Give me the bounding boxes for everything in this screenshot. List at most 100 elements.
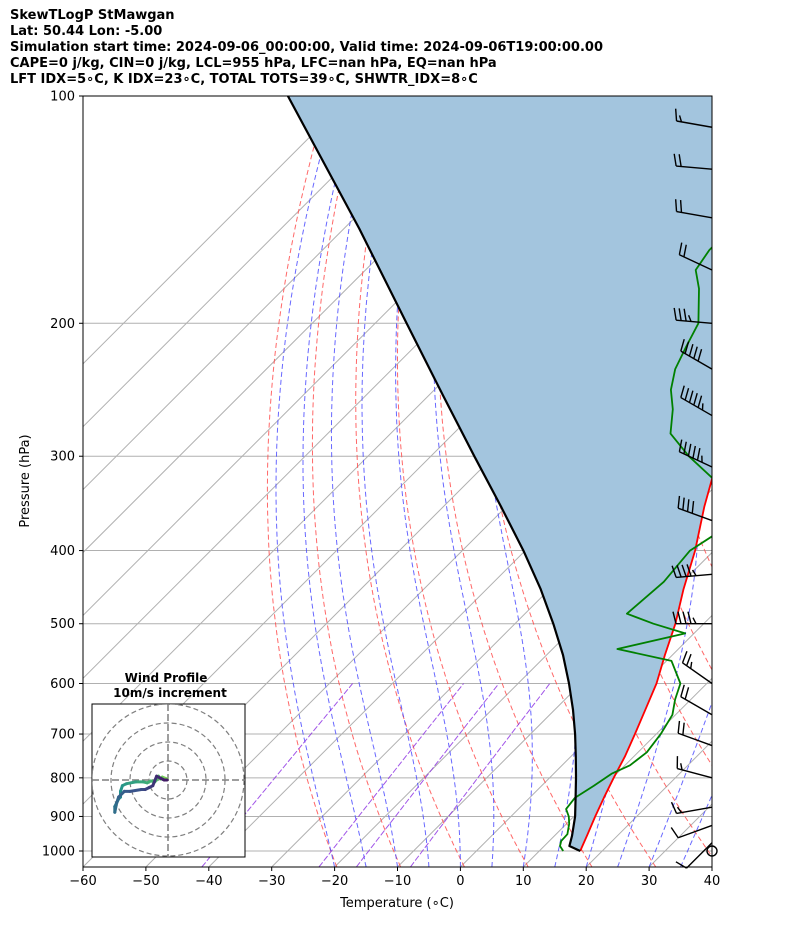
- y-tick-label: 900: [50, 810, 75, 825]
- moist-adiabat: [330, 96, 398, 867]
- isotherm-gridline: [522, 677, 712, 867]
- x-tick-label: −50: [132, 874, 159, 889]
- barb-feather: [676, 565, 682, 578]
- barb-feather: [684, 341, 690, 354]
- barb-feather: [676, 806, 683, 814]
- mixing-ratio-line: [409, 683, 551, 867]
- wind-barb: [675, 842, 713, 869]
- y-tick-label: 800: [50, 771, 75, 786]
- title-location: Lat: 50.44 Lon: -5.00: [10, 24, 163, 39]
- barb-feather: [682, 611, 687, 624]
- dry-adiabat: [397, 96, 529, 867]
- barb-feather: [684, 387, 690, 401]
- dry-adiabat: [266, 96, 338, 867]
- barb-feather: [685, 653, 692, 666]
- barb-feather: [678, 439, 683, 452]
- y-tick-label: 400: [50, 544, 75, 559]
- barb-shaft: [677, 732, 713, 747]
- barb-shaft: [679, 254, 713, 271]
- wind-barb: [706, 845, 718, 857]
- barb-shaft: [676, 573, 713, 579]
- wind-barb: [677, 495, 713, 522]
- barb-feather: [687, 314, 692, 322]
- dry-adiabat: [355, 96, 465, 867]
- barb-shaft: [676, 319, 713, 324]
- barb-feather: [697, 349, 703, 362]
- barb-feather: [683, 441, 687, 455]
- barb-feather: [672, 611, 677, 624]
- dry-adiabat: [311, 96, 402, 867]
- y-tick-label: 200: [50, 317, 75, 332]
- barb-feather: [680, 684, 685, 697]
- wind-barb: [677, 720, 713, 747]
- dry-adiabat: [719, 96, 794, 867]
- dry-adiabat: [437, 96, 593, 867]
- wind-barb: [673, 153, 713, 170]
- wind-barb: [670, 824, 713, 839]
- barb-feather: [684, 687, 690, 700]
- barb-feather: [678, 242, 683, 255]
- hodograph-subtitle: 10m/s increment: [113, 686, 227, 700]
- barb-feather: [674, 199, 678, 212]
- x-tick-label: −60: [69, 874, 96, 889]
- hodograph-title: Wind Profile: [125, 671, 208, 685]
- barb-feather: [670, 801, 678, 814]
- wind-barb: [678, 242, 713, 271]
- wind-barb: [680, 684, 713, 716]
- barb-shaft: [680, 350, 713, 370]
- wind-barb: [672, 611, 712, 625]
- title-convective-params: CAPE=0 j/kg, CIN=0 j/kg, LCL=955 hPa, LF…: [10, 56, 497, 71]
- x-tick-label: 0: [456, 874, 464, 889]
- barb-feather: [683, 244, 687, 258]
- x-tick-label: −20: [321, 874, 348, 889]
- wind-barb: [678, 439, 713, 468]
- y-tick-label: 600: [50, 677, 75, 692]
- moist-adiabat: [432, 96, 495, 867]
- barb-shaft: [676, 165, 713, 170]
- isotherm-gridline: [397, 551, 712, 867]
- x-tick-label: 40: [704, 874, 721, 889]
- temperature-line: [579, 475, 712, 852]
- barb-shaft: [680, 696, 713, 716]
- x-tick-label: −10: [384, 874, 411, 889]
- wind-barbs: [670, 108, 718, 869]
- barb-shaft: [677, 767, 713, 779]
- barb-feather: [693, 346, 698, 359]
- barb-shaft: [677, 507, 713, 522]
- x-tick-label: 20: [578, 874, 595, 889]
- barb-feather: [686, 499, 690, 512]
- wind-barb: [670, 801, 713, 815]
- hodograph-segment: [124, 780, 138, 786]
- barb-feather: [681, 564, 687, 577]
- barb-shaft: [676, 806, 713, 815]
- barb-feather: [688, 344, 694, 357]
- title-station: SkewTLogP StMawgan: [10, 8, 175, 23]
- y-tick-label: 300: [50, 450, 75, 465]
- barb-feather: [690, 661, 693, 669]
- dry-adiabat: [476, 96, 657, 867]
- dewpoint-line: [559, 246, 712, 852]
- wind-barb: [676, 756, 713, 779]
- barb-feather: [686, 564, 692, 577]
- isotherm-gridline: [83, 96, 415, 428]
- y-tick-label: 1000: [42, 845, 75, 860]
- barb-feather: [671, 565, 677, 578]
- barb-feather: [692, 445, 697, 459]
- axes: −60 −50 −40 −30 −20 −10 0 10 20 30 40 1000 900 800 700…: [42, 90, 720, 890]
- x-axis-label: Temperature (∘C): [339, 896, 454, 911]
- title-indices: LFT IDX=5∘C, K IDX=23∘C, TOTAL TOTS=39∘C…: [10, 72, 478, 87]
- isotherm-gridline: [83, 96, 477, 491]
- barb-shaft: [676, 210, 713, 219]
- wind-barb: [671, 564, 713, 579]
- y-tick-label: 500: [50, 617, 75, 632]
- barb-feather: [677, 720, 681, 734]
- calm-barb-circle: [706, 845, 718, 857]
- barb-feather: [688, 390, 694, 403]
- dry-adiabat: [751, 96, 794, 867]
- mixing-ratio-line: [201, 683, 353, 867]
- hodograph-segment: [128, 788, 143, 793]
- parcel-line: [286, 96, 581, 852]
- barb-feather: [682, 722, 685, 736]
- mixing-ratio-line: [355, 683, 500, 867]
